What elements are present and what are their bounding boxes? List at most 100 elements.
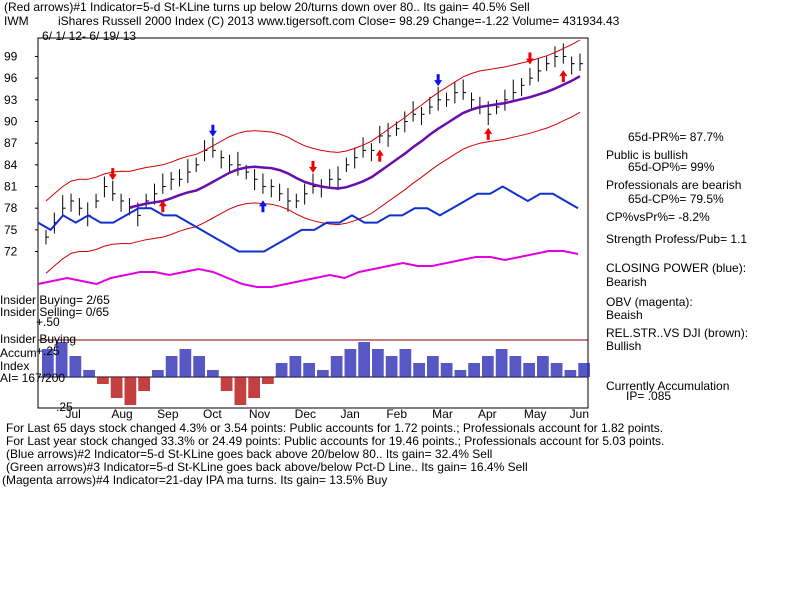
insider-buying-2: Insider Buying <box>0 332 77 346</box>
accum-bar <box>440 363 453 377</box>
sell-arrow <box>434 74 443 87</box>
upper-band <box>45 39 581 202</box>
accum-bar <box>124 377 137 405</box>
accum-bar <box>330 356 343 377</box>
op-percent: 65d-OP%= 99% <box>628 160 715 174</box>
x-tick-label: Mar <box>432 407 453 421</box>
closing-power-line <box>37 185 579 253</box>
pr-percent: 65d-PR%= 87.7% <box>628 130 724 144</box>
accum-bar <box>358 342 370 377</box>
relstr-label: REL.STR..VS DJI (brown): <box>606 326 749 340</box>
accum-bar <box>193 356 205 377</box>
accum-bar <box>275 363 288 377</box>
axis-minus25: -.25 <box>52 400 73 414</box>
accum-label: Currently Accumulation <box>606 379 730 393</box>
lower-band <box>45 111 581 274</box>
sell-arrow <box>309 160 317 173</box>
footer-line-4: (Green arrows)#3 Indicator=5-d St-KLine … <box>6 460 528 474</box>
strength: Strength Profess/Pub= 1.1 <box>606 232 748 246</box>
index-text: Index <box>0 359 30 373</box>
accum-bar <box>289 356 302 377</box>
y-tick-label: 99 <box>4 49 18 63</box>
buy-arrow <box>158 200 167 213</box>
accum-bar <box>427 356 439 377</box>
closing-power-label: CLOSING POWER (blue): <box>606 261 747 275</box>
accum-bar <box>399 349 412 377</box>
accum-bar <box>179 349 192 377</box>
professionals-bearish: Professionals are bearish <box>606 178 742 192</box>
date-range: 6/ 1/ 12- 6/ 19/ 13 <box>42 29 137 43</box>
accum-bar <box>83 370 95 377</box>
x-tick-label: Jun <box>570 407 589 421</box>
cp-percent: 65d-CP%= 79.5% <box>628 192 724 206</box>
accum-ip: IP= .085 <box>626 389 672 403</box>
x-tick-label: Sep <box>157 407 179 421</box>
accum-bar <box>523 363 535 377</box>
y-tick-label: 90 <box>4 114 18 128</box>
accum-bar <box>303 363 315 377</box>
accum-bar <box>468 363 480 377</box>
public-bullish: Public is bullish <box>606 148 689 162</box>
accum-bar <box>207 370 219 377</box>
obv-value: Beaish <box>606 308 643 322</box>
accum-bar <box>97 377 109 384</box>
accum-bar <box>413 363 425 377</box>
footer-line-3: (Blue arrows)#2 Indicator=5-d St-KLine g… <box>6 447 493 461</box>
footer-line-2: For Last year stock changed 33.3% or 24.… <box>6 434 665 448</box>
relstr-value: Bullish <box>606 339 642 353</box>
accum-bar <box>165 356 178 377</box>
accum-bar <box>152 370 164 377</box>
y-tick-label: 75 <box>4 223 18 237</box>
x-tick-label: Nov <box>249 407 270 421</box>
buy-arrow <box>258 200 267 213</box>
obv-label: OBV (magenta): <box>606 295 693 309</box>
obv-line <box>37 250 579 288</box>
closing-power-value: Bearish <box>606 275 647 289</box>
accum-bar <box>138 377 150 391</box>
sell-arrow <box>108 168 117 181</box>
accum-bar <box>110 377 123 398</box>
x-tick-label: Jul <box>66 407 81 421</box>
footer-line-5: (Magenta arrows)#4 Indicator=21-day IPA … <box>2 473 388 487</box>
buy-arrow <box>484 127 493 140</box>
accum-bar <box>482 356 494 377</box>
insider-selling: Insider Selling= 0/65 <box>0 305 110 319</box>
x-tick-label: Feb <box>386 407 407 421</box>
accum-bar <box>537 356 549 377</box>
buy-arrow <box>375 149 384 162</box>
accum-bar <box>248 377 260 398</box>
accum-bar <box>372 349 384 377</box>
moving-average <box>129 75 581 209</box>
accum-bar <box>578 363 590 377</box>
x-tick-label: May <box>524 407 547 421</box>
accum-bar <box>317 370 329 377</box>
y-tick-label: 96 <box>4 71 18 85</box>
accum-bar <box>55 342 68 377</box>
accum-bar <box>454 370 467 377</box>
accum-bar <box>385 356 398 377</box>
chart-title: iShares Russell 2000 Index (C) 2013 www.… <box>58 14 620 28</box>
axis-plus50: +.50 <box>36 315 60 329</box>
axis-plus25: +.25 <box>36 344 60 358</box>
accum-bar <box>262 377 274 384</box>
footer-line-1: For Last 65 days stock changed 4.3% or 3… <box>6 421 664 435</box>
y-tick-label: 72 <box>4 245 18 259</box>
insider-buying: Insider Buying= 2/65 <box>0 293 110 307</box>
y-tick-label: 93 <box>4 93 18 107</box>
sell-arrow <box>208 124 217 137</box>
accum-bar <box>234 377 247 405</box>
y-tick-label: 84 <box>4 158 18 172</box>
y-tick-label: 81 <box>4 180 18 194</box>
accum-bar <box>564 370 577 377</box>
accum-bar <box>509 356 522 377</box>
accum-bar <box>69 356 82 377</box>
buy-arrow <box>559 70 568 83</box>
header-line1: (Red arrows)#1 Indicator=5-d St-KLine tu… <box>4 0 530 14</box>
accum-bar <box>495 349 508 377</box>
x-tick-label: Dec <box>295 407 316 421</box>
accum-text: Accum <box>0 346 37 360</box>
accum-bar <box>42 349 54 377</box>
x-tick-label: Oct <box>203 407 222 421</box>
cp-vs-pr: CP%vsPr%= -8.2% <box>606 210 710 224</box>
x-tick-label: Apr <box>478 407 497 421</box>
